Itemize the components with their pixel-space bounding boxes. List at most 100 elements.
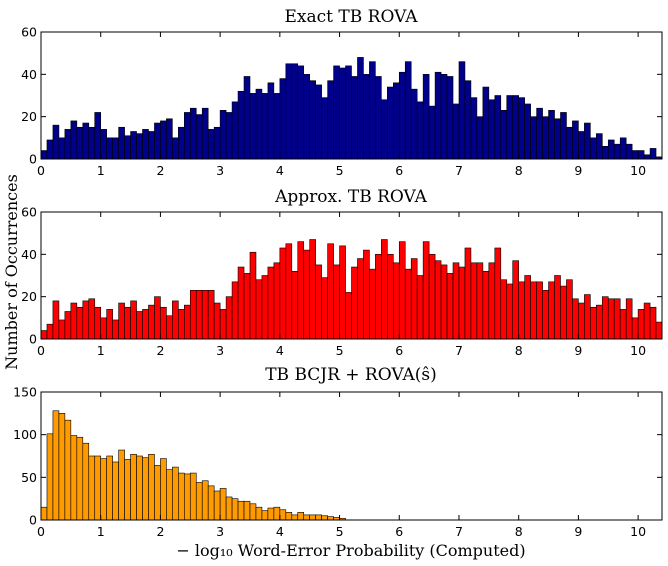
- histogram-bar: [261, 93, 269, 160]
- histogram-bar: [267, 82, 275, 160]
- histogram-bar: [327, 80, 334, 160]
- histogram-bar: [225, 112, 233, 160]
- histogram-bar: [291, 514, 299, 521]
- histogram-bar: [345, 292, 352, 340]
- histogram-bar: [369, 268, 376, 340]
- histogram-bar: [249, 93, 257, 160]
- histogram-bar: [88, 298, 96, 340]
- bars: [40, 239, 663, 340]
- y-tick-label: 40: [21, 247, 37, 262]
- histogram-bar: [560, 285, 567, 340]
- histogram-bar: [440, 264, 448, 340]
- histogram-bar: [434, 71, 442, 160]
- histogram-bar: [130, 300, 137, 340]
- histogram-bar: [357, 57, 364, 160]
- histogram-bar: [416, 275, 424, 340]
- histogram-bar: [195, 114, 203, 160]
- histogram-bar: [291, 270, 299, 340]
- histogram-bar: [213, 126, 221, 160]
- x-tick-label: 9: [574, 524, 582, 539]
- histogram-bar: [64, 311, 72, 340]
- histogram-bar: [303, 249, 311, 340]
- histogram-bar: [70, 302, 78, 340]
- histogram-bar: [613, 143, 621, 160]
- histogram-bar: [88, 455, 96, 521]
- histogram-bar: [58, 319, 66, 340]
- chart-title: Approx. TB ROVA: [274, 187, 428, 207]
- histogram-bar: [315, 514, 322, 521]
- histogram-bar: [643, 302, 651, 340]
- histogram-bar: [404, 61, 412, 160]
- plot-frame: [40, 391, 663, 521]
- histogram-bar: [655, 321, 663, 340]
- histogram-bar: [554, 118, 561, 160]
- histogram-bar: [124, 306, 131, 340]
- histogram-bar: [285, 243, 293, 340]
- histogram-bar: [631, 317, 639, 340]
- y-tick-label: 50: [21, 470, 37, 485]
- histogram-bar: [387, 254, 394, 340]
- histogram-bar: [58, 137, 66, 160]
- histogram-bar: [536, 107, 543, 160]
- histogram-bar: [518, 281, 525, 340]
- histogram-bar: [375, 254, 382, 340]
- x-tick-label: 7: [455, 524, 463, 539]
- histogram-bar: [452, 262, 460, 340]
- histogram-bar: [142, 457, 149, 521]
- histogram-bar: [542, 116, 549, 160]
- histogram-bar: [530, 281, 537, 340]
- histogram-bar: [112, 319, 119, 340]
- histogram-bar: [590, 137, 597, 160]
- histogram-bar: [279, 509, 287, 521]
- histogram-bar: [219, 309, 227, 340]
- histogram-bar: [70, 435, 78, 521]
- histogram-bar: [476, 262, 484, 340]
- histogram-bar: [207, 129, 215, 160]
- histogram-bar: [619, 137, 627, 160]
- histogram-bar: [255, 506, 263, 521]
- x-tick-label: 8: [515, 163, 523, 178]
- histogram-bar: [178, 126, 185, 160]
- x-tick-label: 0: [37, 163, 45, 178]
- histogram-bar: [572, 298, 579, 340]
- histogram-bar: [166, 469, 173, 521]
- histogram-bar: [410, 88, 418, 160]
- histogram-bar: [195, 482, 203, 521]
- histogram-bar: [554, 275, 561, 340]
- x-tick-label: 5: [336, 524, 344, 539]
- y-tick-label: 20: [21, 109, 37, 124]
- histogram-bar: [333, 65, 340, 160]
- histogram-bar: [142, 129, 149, 160]
- histogram-bar: [590, 306, 597, 340]
- panel-approx-tb-rova: Approx. TB ROVA 0 1 2 3 4 5 6 7 8 9 10 0 20 40 60: [21, 187, 663, 358]
- histogram-bar: [225, 496, 233, 521]
- histogram-bar: [76, 306, 84, 340]
- histogram-bar: [303, 514, 311, 521]
- histogram-bar: [631, 150, 639, 160]
- histogram-bar: [524, 103, 531, 160]
- histogram-bar: [488, 99, 496, 160]
- histogram-bar: [46, 139, 54, 160]
- histogram-bar: [578, 302, 585, 340]
- histogram-bar: [249, 503, 257, 521]
- histogram-bar: [154, 465, 161, 521]
- histogram-bar: [201, 290, 209, 340]
- histogram-bar: [482, 86, 490, 160]
- histogram-bar: [189, 290, 197, 340]
- x-tick-label: 0: [37, 524, 45, 539]
- histogram-bar: [249, 251, 257, 340]
- y-tick-label: 150: [13, 385, 37, 400]
- histogram-bar: [392, 262, 400, 340]
- histogram-bar: [637, 309, 645, 340]
- x-tick-label: 3: [216, 524, 224, 539]
- histogram-bar: [243, 76, 251, 160]
- histogram-bar: [321, 277, 328, 340]
- histogram-bar: [566, 126, 573, 160]
- histogram-bar: [46, 323, 54, 340]
- histogram-bar: [404, 268, 412, 340]
- histogram-bar: [52, 300, 60, 340]
- histogram-bar: [458, 61, 466, 160]
- histogram-bar: [327, 516, 334, 521]
- x-tick-label: 4: [276, 343, 284, 358]
